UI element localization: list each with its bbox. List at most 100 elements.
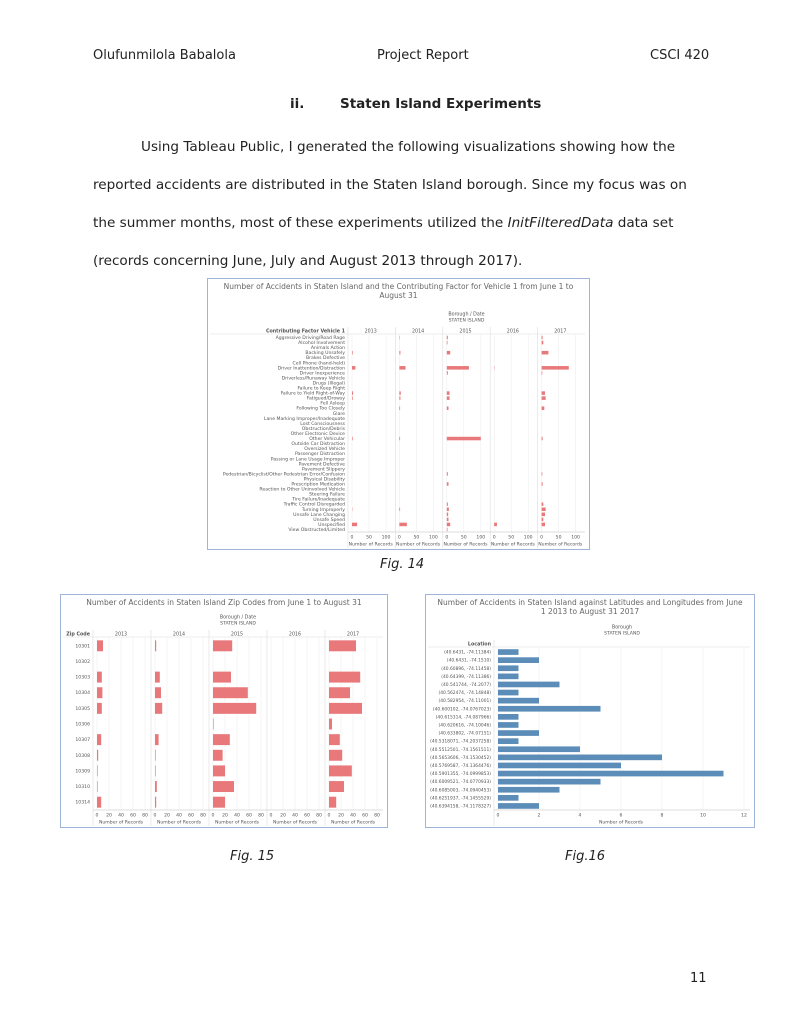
paragraph: Using Tableau Public, I generated the fo… xyxy=(93,128,705,280)
panel-header: 2016 xyxy=(289,632,301,638)
row-label: 10301 xyxy=(75,643,90,649)
bar xyxy=(446,350,451,355)
row-label: Unsafe Lane Changing xyxy=(293,512,345,518)
x-tick-label: 80 xyxy=(258,813,264,819)
bar xyxy=(352,366,356,370)
caption: Fig. 15 xyxy=(230,849,275,864)
bar xyxy=(498,649,519,655)
bar xyxy=(155,749,156,761)
panel-header: 2014 xyxy=(173,632,185,638)
bar xyxy=(541,340,544,345)
figure: Number of Accidents in Staten Island Zip… xyxy=(60,594,388,828)
bar xyxy=(155,702,163,714)
row-label: (40.64399, -74.11386) xyxy=(441,674,491,680)
row-header: Zip Code xyxy=(66,632,90,638)
x-tick-label: 60 xyxy=(188,813,194,819)
bar xyxy=(329,796,337,808)
row-label: 10306 xyxy=(75,722,90,728)
row-label: 10304 xyxy=(75,690,90,696)
row-label: (40.600102, -74.0767023) xyxy=(433,706,491,712)
x-tick-label: 40 xyxy=(292,813,298,819)
row-label: Pavement Defective xyxy=(299,461,346,467)
x-axis-label: Number of Records xyxy=(273,820,318,826)
row-label: (40.6085003, -74.0940453) xyxy=(430,787,491,793)
x-tick-label: 20 xyxy=(222,813,228,819)
x-tick-label: 100 xyxy=(571,535,580,541)
bar xyxy=(352,350,353,355)
x-tick-label: 0 xyxy=(445,535,448,541)
bar xyxy=(399,391,401,395)
figure-title: Number of Accidents in Staten Island aga… xyxy=(437,598,743,616)
x-tick-label: 60 xyxy=(246,813,252,819)
x-tick-label: 50 xyxy=(413,535,419,541)
x-tick-label: 8 xyxy=(661,813,664,819)
x-tick-label: 50 xyxy=(508,535,514,541)
bar xyxy=(541,517,544,522)
bar xyxy=(329,734,340,746)
x-axis-label: Number of Records xyxy=(599,820,644,826)
x-tick-label: 40 xyxy=(118,813,124,819)
x-axis-label: Number of Records xyxy=(538,542,583,548)
row-label: View Obstructed/Limited xyxy=(288,527,345,533)
bar xyxy=(498,657,539,663)
row-label: Tire Failure/Inadequate xyxy=(291,497,345,503)
bar xyxy=(498,738,519,744)
row-label: Reaction to Other Uninvolved Vehicle xyxy=(259,487,345,493)
x-tick-label: 0 xyxy=(270,813,273,819)
panel-header: 2013 xyxy=(115,632,127,638)
bar xyxy=(97,640,103,652)
bar xyxy=(498,786,560,793)
bar xyxy=(352,522,358,527)
bar xyxy=(329,749,343,761)
x-axis-label: Number of Records xyxy=(157,820,202,826)
bar xyxy=(399,436,401,441)
bar xyxy=(498,803,539,809)
x-tick-label: 100 xyxy=(429,535,438,541)
row-label: Fatigued/Drowsy xyxy=(307,396,346,402)
row-label: (40.60896, -74.11458) xyxy=(441,666,491,672)
x-tick-label: 80 xyxy=(374,813,380,819)
bar xyxy=(446,522,451,527)
row-label: Alcohol Involvement xyxy=(298,340,345,346)
section-title: Staten Island Experiments xyxy=(340,96,542,112)
x-axis-label: Number of Records xyxy=(215,820,260,826)
column-header: Borough / Date xyxy=(448,312,484,318)
row-label: (40.633802, -74.07151) xyxy=(439,731,492,737)
row-label: (40.582954, -74.11001) xyxy=(439,698,492,704)
x-tick-label: 12 xyxy=(741,813,747,819)
bar xyxy=(399,366,406,370)
bar xyxy=(329,640,356,652)
bar xyxy=(541,335,543,340)
row-label: Turning Improperly xyxy=(301,507,346,513)
row-label: Steering Failure xyxy=(309,492,345,498)
row-label: (40.5653606, -74.1530452) xyxy=(430,755,491,761)
bar xyxy=(213,781,234,793)
x-tick-label: 40 xyxy=(350,813,356,819)
column-header: Borough xyxy=(612,625,632,631)
row-label: Failure to Keep Right xyxy=(297,386,345,392)
bar xyxy=(213,765,225,777)
section-number: ii. xyxy=(290,96,305,112)
x-tick-label: 100 xyxy=(382,535,391,541)
row-label: Passing or Lane Usage Improper xyxy=(271,456,345,462)
bar xyxy=(498,746,580,753)
figure-title: Number of Accidents in Staten Island Zip… xyxy=(86,598,362,607)
bar xyxy=(541,391,545,395)
bar xyxy=(541,482,543,486)
x-tick-label: 0 xyxy=(398,535,401,541)
bar xyxy=(541,436,543,441)
bar xyxy=(446,340,448,345)
bar xyxy=(352,396,353,400)
bar xyxy=(329,702,362,714)
x-tick-label: 0 xyxy=(351,535,354,541)
bar xyxy=(541,371,543,375)
bar xyxy=(541,396,546,400)
panel-header: 2013 xyxy=(365,329,377,335)
bar xyxy=(97,702,102,714)
x-tick-label: 0 xyxy=(96,813,99,819)
row-label: Lost Consciousness xyxy=(300,421,345,427)
row-label: Failure to Yield Right-of-Way xyxy=(281,391,346,397)
x-axis-label: Number of Records xyxy=(396,542,441,548)
